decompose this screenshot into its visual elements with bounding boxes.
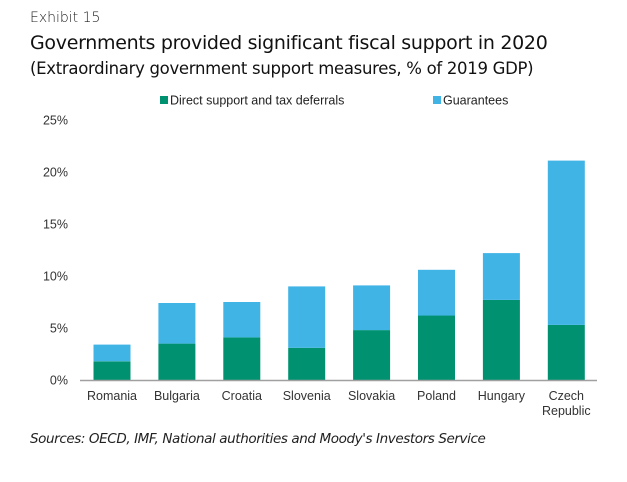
bar-direct-support	[288, 347, 326, 380]
x-tick-label: Hungary	[478, 389, 526, 403]
chart-subtitle: (Extraordinary government support measur…	[30, 59, 534, 78]
y-tick-label: 25%	[43, 114, 68, 128]
bar-guarantees	[482, 253, 520, 300]
bar-direct-support	[353, 330, 391, 380]
bar-group-slovakia	[353, 285, 391, 380]
legend-swatch	[160, 96, 168, 104]
legend-label: Direct support and tax deferrals	[170, 94, 344, 108]
bar-group-czech-republic	[547, 160, 585, 380]
y-tick-label: 20%	[43, 166, 68, 180]
bar-direct-support	[482, 299, 520, 380]
bar-group-poland	[418, 269, 455, 380]
chart-title: Governments provided significant fiscal …	[30, 32, 548, 54]
legend-label: Guarantees	[443, 94, 508, 108]
y-tick-label: 15%	[43, 218, 68, 232]
bars	[93, 160, 585, 380]
x-axis: Romania Bulgaria Croatia Slovenia Slovakia Po…	[87, 389, 591, 418]
bar-direct-support	[547, 324, 585, 380]
bar-group-romania	[93, 344, 131, 380]
bar-guarantees	[158, 303, 196, 344]
source-note: Sources: OECD, IMF, National authorities…	[30, 431, 486, 447]
x-tick-label: Bulgaria	[154, 389, 200, 403]
bar-guarantees	[288, 286, 326, 348]
legend: Direct support and tax deferrals Guarante…	[160, 94, 508, 108]
x-tick-label: Slovakia	[348, 389, 395, 403]
x-tick-label: Slovenia	[283, 389, 331, 403]
x-tick-label: Republic	[542, 404, 591, 418]
bar-direct-support	[418, 315, 455, 380]
bar-guarantees	[353, 285, 391, 331]
y-axis: 0% 5% 10% 15% 20% 25%	[43, 114, 68, 388]
bar-group-bulgaria	[158, 303, 196, 380]
bar-guarantees	[418, 269, 455, 316]
bar-group-croatia	[223, 302, 261, 380]
bar-guarantees	[547, 160, 585, 325]
x-tick-label: Croatia	[222, 389, 262, 403]
bar-direct-support	[158, 343, 196, 380]
x-tick-label: Poland	[417, 389, 456, 403]
bar-group-slovenia	[288, 286, 326, 380]
y-tick-label: 10%	[43, 270, 68, 284]
bar-guarantees	[223, 302, 261, 338]
y-tick-label: 5%	[50, 322, 68, 336]
bar-group-hungary	[482, 253, 520, 380]
y-tick-label: 0%	[50, 374, 68, 388]
x-tick-label: Czech	[549, 389, 584, 403]
bar-direct-support	[223, 337, 261, 380]
x-tick-label: Romania	[87, 389, 137, 403]
legend-swatch	[433, 96, 441, 104]
bar-guarantees	[93, 344, 131, 362]
bar-direct-support	[93, 361, 131, 380]
exhibit-label: Exhibit 15	[30, 10, 101, 26]
